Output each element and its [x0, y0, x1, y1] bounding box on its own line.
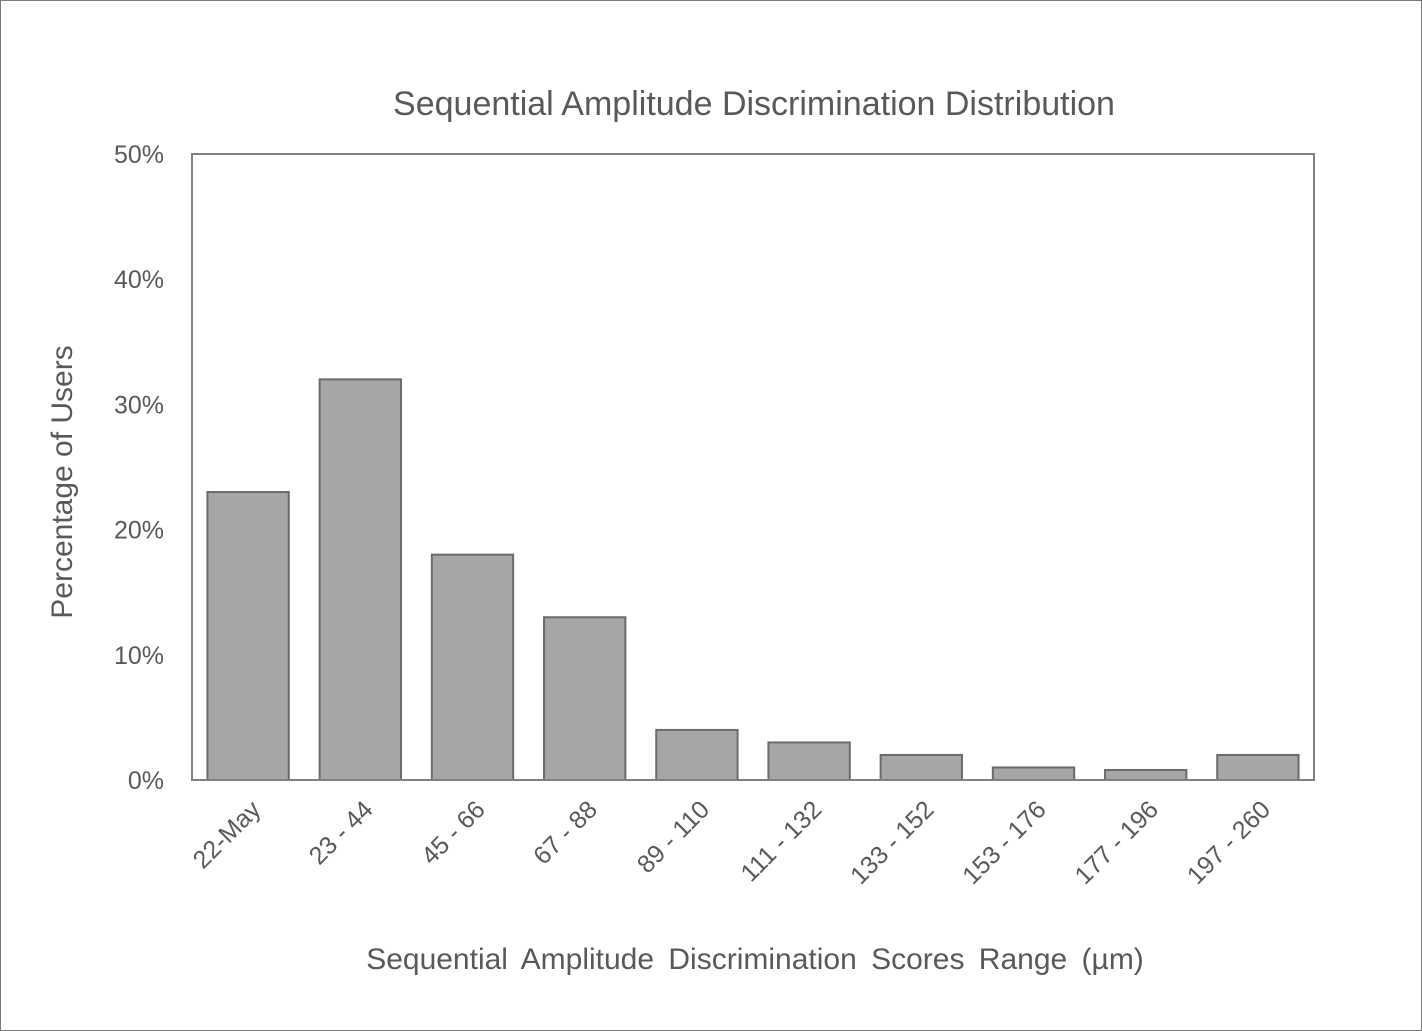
bar-9	[1216, 753, 1300, 782]
bar-8	[1104, 768, 1188, 782]
y-ticks-group: 0% 10% 20% 30% 40% 50%	[114, 141, 164, 795]
bar-7	[991, 766, 1076, 781]
y-tick-label-1: 10%	[114, 642, 164, 670]
x-tick-label-2: 45 - 66	[416, 795, 491, 870]
bar-0	[206, 491, 290, 781]
x-axis-label: Sequential Amplitude Discrimination Scor…	[366, 943, 1144, 976]
bar-4	[655, 728, 739, 781]
y-tick-label-5: 50%	[114, 141, 164, 169]
x-tick-label-5: 111 - 132	[735, 795, 827, 887]
bar-3	[543, 616, 627, 781]
x-tick-label-6: 133 - 152	[845, 795, 939, 889]
plot-area-border	[191, 153, 1315, 781]
y-tick-label-2: 20%	[114, 517, 164, 545]
x-tick-label-4: 89 - 110	[632, 795, 715, 878]
x-tick-label-1: 23 - 44	[304, 795, 379, 870]
x-tick-label-7: 153 - 176	[957, 795, 1051, 889]
y-axis-label: Percentage of Users	[46, 345, 79, 618]
x-tick-label-9: 197 - 260	[1182, 795, 1276, 889]
y-tick-label-3: 30%	[114, 391, 164, 419]
bars-group	[206, 378, 1300, 782]
x-tick-label-3: 67 - 88	[528, 795, 603, 870]
chart-title: Sequential Amplitude Discrimination Dist…	[393, 85, 1115, 123]
y-tick-label-4: 40%	[114, 266, 164, 294]
bar-6	[879, 753, 963, 782]
bar-5	[767, 741, 851, 782]
x-ticks-group: 22-May 23 - 44 45 - 66 67 - 88 89 - 110 111 -…	[188, 795, 1277, 890]
bar-2	[430, 553, 515, 782]
y-tick-label-0: 0%	[128, 767, 164, 795]
x-tick-label-0: 22-May	[188, 795, 267, 874]
bar-1	[318, 378, 402, 781]
x-tick-label-8: 177 - 196	[1069, 795, 1163, 889]
